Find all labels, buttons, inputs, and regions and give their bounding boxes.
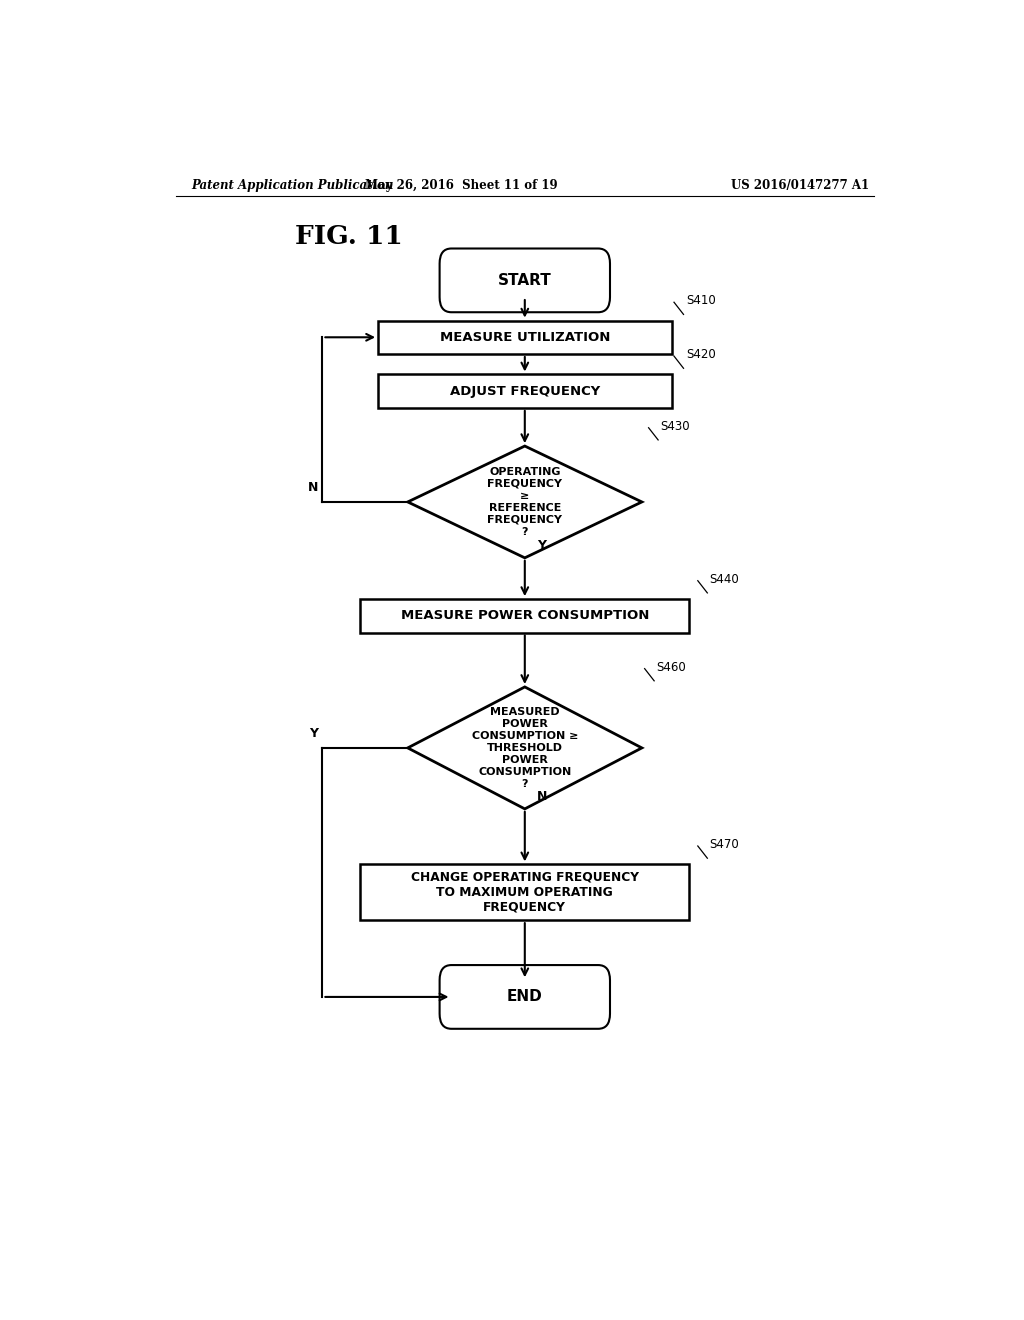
Polygon shape	[408, 446, 642, 558]
Text: END: END	[507, 990, 543, 1005]
Text: FIG. 11: FIG. 11	[295, 224, 402, 249]
Text: N: N	[537, 791, 547, 803]
Bar	[360, 599, 689, 632]
Text: May 26, 2016  Sheet 11 of 19: May 26, 2016 Sheet 11 of 19	[365, 178, 558, 191]
Text: S470: S470	[710, 838, 739, 851]
Text: S410: S410	[686, 294, 716, 308]
Bar	[378, 375, 672, 408]
Text: S460: S460	[656, 661, 686, 673]
Text: US 2016/0147277 A1: US 2016/0147277 A1	[731, 178, 869, 191]
FancyBboxPatch shape	[439, 248, 610, 313]
Text: S430: S430	[660, 420, 690, 433]
Text: N: N	[308, 480, 318, 494]
Text: OPERATING
FREQUENCY
≥
REFERENCE
FREQUENCY
?: OPERATING FREQUENCY ≥ REFERENCE FREQUENC…	[487, 467, 562, 537]
Text: S420: S420	[686, 348, 716, 362]
Bar	[360, 865, 689, 920]
FancyBboxPatch shape	[439, 965, 610, 1028]
Text: ADJUST FREQUENCY: ADJUST FREQUENCY	[450, 384, 600, 397]
Text: MEASURE UTILIZATION: MEASURE UTILIZATION	[439, 331, 610, 343]
Text: MEASURE POWER CONSUMPTION: MEASURE POWER CONSUMPTION	[400, 610, 649, 622]
Text: S440: S440	[710, 573, 739, 586]
Text: Patent Application Publication: Patent Application Publication	[191, 178, 394, 191]
Bar	[378, 321, 672, 354]
Text: MEASURED
POWER
CONSUMPTION ≥
THRESHOLD
POWER
CONSUMPTION
?: MEASURED POWER CONSUMPTION ≥ THRESHOLD P…	[471, 708, 579, 789]
Polygon shape	[408, 686, 642, 809]
Text: Y: Y	[309, 727, 318, 739]
Text: START: START	[498, 273, 552, 288]
Text: Y: Y	[537, 539, 546, 552]
Text: CHANGE OPERATING FREQUENCY
TO MAXIMUM OPERATING
FREQUENCY: CHANGE OPERATING FREQUENCY TO MAXIMUM OP…	[411, 871, 639, 913]
